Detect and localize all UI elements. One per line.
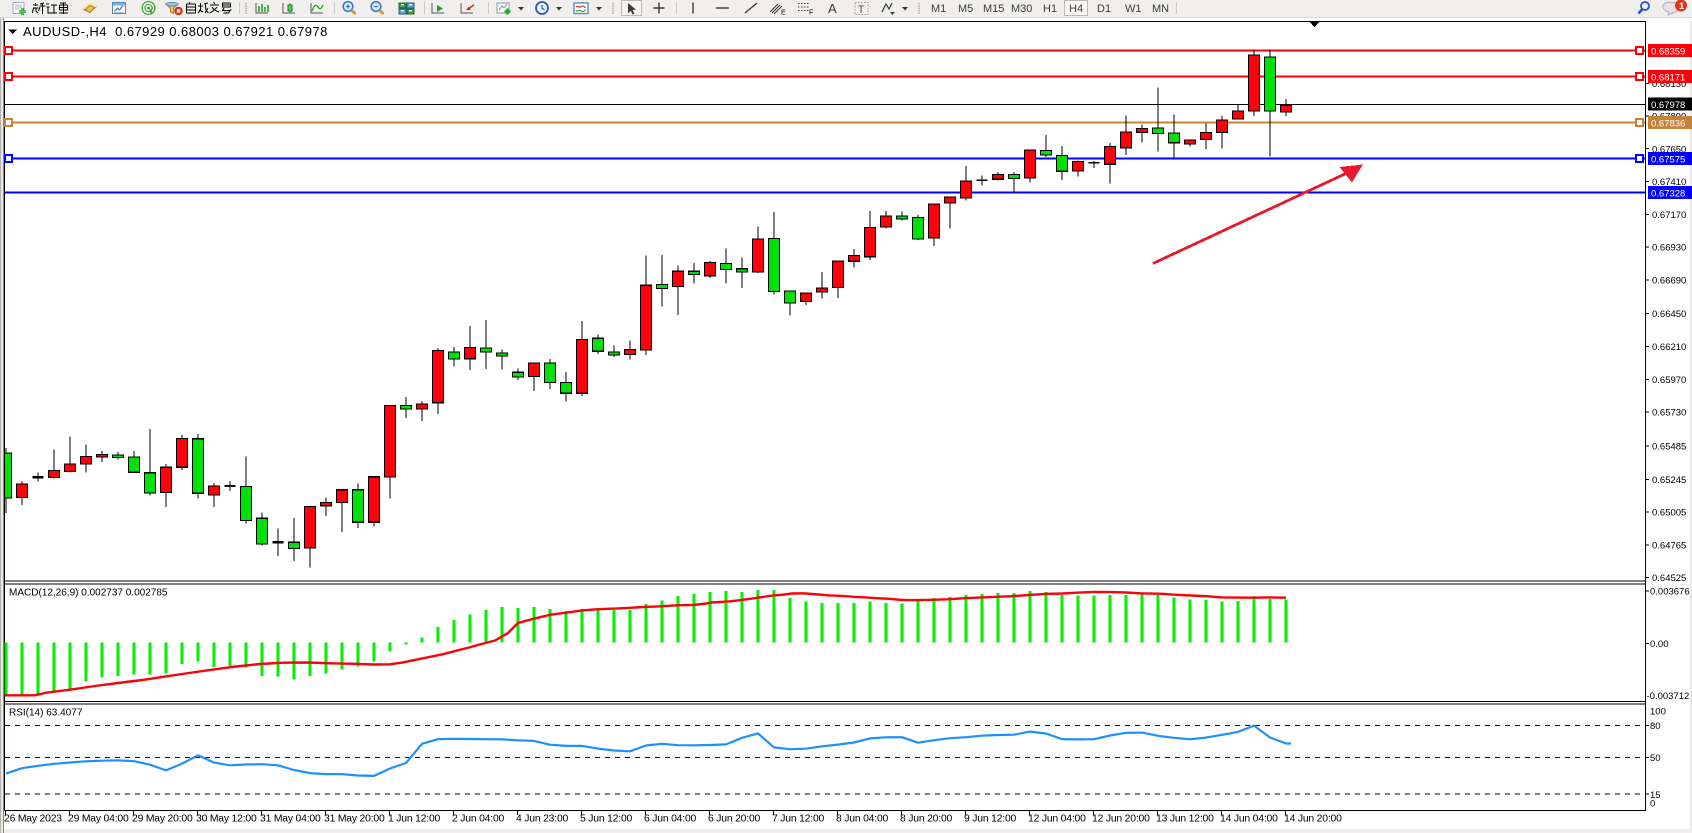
svg-text:0.65485: 0.65485 <box>1652 442 1686 453</box>
svg-text:0.67836: 0.67836 <box>1651 118 1685 129</box>
svg-text:H4: H4 <box>1069 3 1083 15</box>
svg-text:0.64765: 0.64765 <box>1652 540 1686 551</box>
svg-text:0.65730: 0.65730 <box>1652 408 1686 419</box>
svg-text:14 Jun 20:00: 14 Jun 20:00 <box>1284 814 1342 825</box>
svg-text:M5: M5 <box>958 3 973 15</box>
svg-text:0.66690: 0.66690 <box>1652 276 1686 287</box>
svg-text:2 Jun 04:00: 2 Jun 04:00 <box>452 814 505 825</box>
svg-text:0.68171: 0.68171 <box>1651 72 1685 83</box>
svg-text:31 May 04:00: 31 May 04:00 <box>260 814 321 825</box>
svg-text:MACD(12,26,9) 0.002737 0.00278: MACD(12,26,9) 0.002737 0.002785 <box>9 588 168 599</box>
svg-text:1 Jun 12:00: 1 Jun 12:00 <box>388 814 441 825</box>
svg-text:E: E <box>781 10 786 17</box>
svg-text:50: 50 <box>1650 753 1661 764</box>
svg-text:9 Jun 12:00: 9 Jun 12:00 <box>964 814 1017 825</box>
svg-text:0.66930: 0.66930 <box>1652 243 1686 254</box>
svg-text:0.67170: 0.67170 <box>1652 210 1686 221</box>
svg-text:0.00: 0.00 <box>1650 639 1669 650</box>
svg-text:0.003676: 0.003676 <box>1650 587 1690 598</box>
svg-text:1: 1 <box>1679 1 1685 12</box>
svg-text:31 May 20:00: 31 May 20:00 <box>324 814 385 825</box>
svg-text:0.66210: 0.66210 <box>1652 342 1686 353</box>
svg-text:0.68130: 0.68130 <box>1652 79 1686 90</box>
svg-text:0.67410: 0.67410 <box>1652 177 1686 188</box>
svg-text:8 Jun 04:00: 8 Jun 04:00 <box>836 814 889 825</box>
svg-text:0.65005: 0.65005 <box>1652 508 1686 519</box>
svg-text:80: 80 <box>1650 721 1661 732</box>
svg-text:0.67650: 0.67650 <box>1652 144 1686 155</box>
svg-text:15: 15 <box>1650 790 1661 801</box>
svg-text:14 Jun 04:00: 14 Jun 04:00 <box>1220 814 1278 825</box>
svg-text:100: 100 <box>1650 707 1666 718</box>
svg-text:29 May 20:00: 29 May 20:00 <box>132 814 193 825</box>
svg-text:A: A <box>828 1 837 16</box>
svg-text:0.65245: 0.65245 <box>1652 475 1686 486</box>
svg-text:M30: M30 <box>1011 3 1032 15</box>
svg-text:F: F <box>809 10 813 17</box>
svg-text:0.67978: 0.67978 <box>1651 100 1685 111</box>
svg-text:4 Jun 23:00: 4 Jun 23:00 <box>516 814 569 825</box>
svg-text:0.65970: 0.65970 <box>1652 375 1686 386</box>
svg-text:0.66450: 0.66450 <box>1652 309 1686 320</box>
svg-text:13 Jun 12:00: 13 Jun 12:00 <box>1156 814 1214 825</box>
svg-text:6 Jun 04:00: 6 Jun 04:00 <box>644 814 697 825</box>
svg-text:H1: H1 <box>1043 3 1057 15</box>
svg-text:W1: W1 <box>1125 3 1142 15</box>
svg-text:RSI(14) 63.4077: RSI(14) 63.4077 <box>9 708 83 719</box>
svg-text:8 Jun 20:00: 8 Jun 20:00 <box>900 814 953 825</box>
svg-text:5 Jun 12:00: 5 Jun 12:00 <box>580 814 633 825</box>
svg-text:0.68359: 0.68359 <box>1651 46 1685 57</box>
svg-text:0.67328: 0.67328 <box>1651 188 1685 199</box>
svg-text:6 Jun 20:00: 6 Jun 20:00 <box>708 814 761 825</box>
svg-text:29 May 04:00: 29 May 04:00 <box>68 814 129 825</box>
svg-text:12 Jun 20:00: 12 Jun 20:00 <box>1092 814 1150 825</box>
svg-text:0: 0 <box>1650 799 1655 810</box>
svg-text:M1: M1 <box>931 3 946 15</box>
svg-text:7 Jun 12:00: 7 Jun 12:00 <box>772 814 825 825</box>
svg-text:26 May 2023: 26 May 2023 <box>4 814 62 825</box>
svg-text:D1: D1 <box>1097 3 1111 15</box>
svg-text:30 May 12:00: 30 May 12:00 <box>196 814 257 825</box>
svg-text:T: T <box>858 5 864 16</box>
svg-text:12 Jun 04:00: 12 Jun 04:00 <box>1028 814 1086 825</box>
svg-text:M15: M15 <box>983 3 1004 15</box>
svg-text:MN: MN <box>1152 3 1169 15</box>
svg-text:-0.003712: -0.003712 <box>1647 691 1690 702</box>
svg-text:0.67575: 0.67575 <box>1651 154 1685 165</box>
svg-text:AUDUSD-,H4 0.67929 0.68003 0.: AUDUSD-,H4 0.67929 0.68003 0.67921 0.679… <box>23 24 328 39</box>
svg-text:0.64525: 0.64525 <box>1652 573 1686 584</box>
